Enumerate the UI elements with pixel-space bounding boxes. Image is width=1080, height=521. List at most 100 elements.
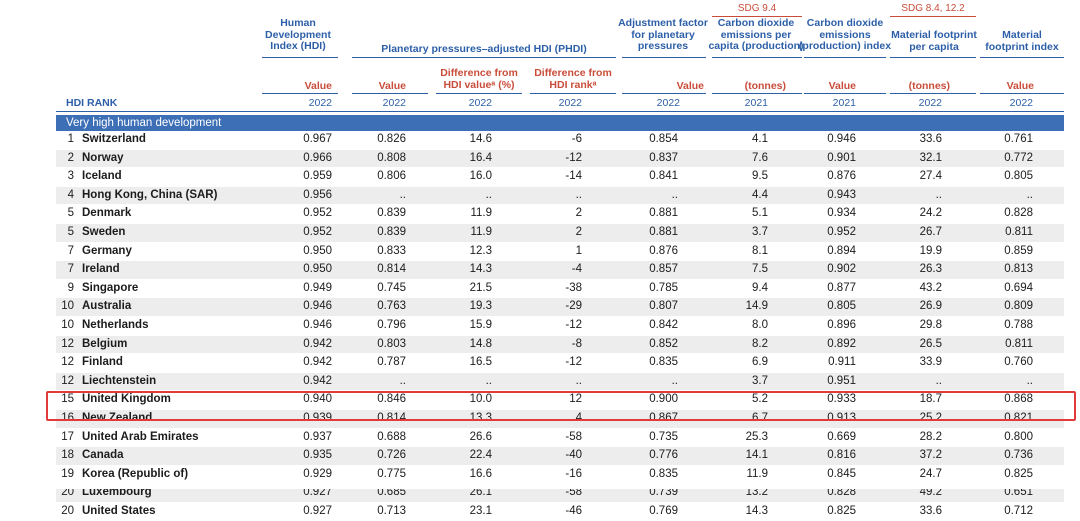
cell-matpc: 43.2: [919, 281, 942, 294]
cell-co2pc: 14.3: [745, 504, 768, 517]
cell-co2idx: 0.934: [827, 207, 856, 220]
cell-co2idx: 0.901: [827, 151, 856, 164]
cell-matidx: 0.868: [1004, 393, 1033, 406]
cell-co2idx: 0.894: [827, 244, 856, 257]
cell-matidx: 0.712: [1004, 504, 1033, 517]
cell-diff-pct: 16.4: [469, 151, 492, 164]
col-title-hdi: Human Development Index (HDI): [265, 17, 331, 52]
cell-adj: 0.835: [649, 356, 678, 369]
cell-phdi: 0.806: [377, 170, 406, 183]
cell-matpc: ..: [935, 374, 942, 387]
cell-co2idx: 0.825: [827, 504, 856, 517]
cell-co2idx: 0.913: [827, 411, 856, 424]
cell-co2pc: 4.1: [752, 133, 768, 145]
table-row: 7 Ireland 0.950 0.814 14.3 -4 0.857 7.5 0.902 26.…: [56, 261, 1064, 280]
cell-hdi: 0.942: [303, 337, 332, 350]
row-rank: 7: [67, 263, 74, 276]
row-rank: 9: [67, 281, 74, 294]
cell-diff-rank: 1: [575, 244, 582, 257]
sdg-underline-carbon: [712, 16, 802, 17]
row-rank: 3: [67, 170, 74, 183]
cell-adj: 0.842: [649, 318, 678, 331]
row-country: Singapore: [82, 281, 139, 294]
cell-phdi: 0.839: [377, 225, 406, 238]
row-country: Finland: [82, 356, 123, 369]
col-underline-co2idx: [804, 57, 886, 58]
cell-co2pc: 8.1: [752, 244, 768, 257]
cell-adj: ..: [671, 188, 678, 201]
cell-matpc: 18.7: [919, 393, 942, 406]
row-rank: 4: [67, 188, 74, 201]
cell-diff-rank: -14: [565, 170, 582, 183]
table-header: SDG 9.4 SDG 8.4, 12.2 Human Development …: [0, 0, 1080, 117]
cell-matidx: 0.825: [1004, 467, 1033, 480]
cell-co2idx: 0.892: [827, 337, 856, 350]
col-title-diff-pct: Difference from HDI valueᵃ (%): [440, 67, 518, 91]
sdg-underline-material: [890, 16, 976, 17]
cell-adj: 0.867: [649, 411, 678, 424]
unit-underline-diff-rank: [530, 93, 616, 94]
cell-diff-pct: 23.1: [469, 504, 492, 517]
page-cutoff: [0, 481, 1080, 489]
cell-hdi: 0.929: [303, 467, 332, 480]
row-rank: 12: [61, 356, 74, 369]
cell-phdi: 0.713: [377, 504, 406, 517]
cell-diff-pct: 10.0: [469, 393, 492, 406]
cell-matidx: 0.859: [1004, 244, 1033, 257]
cell-matidx: 0.821: [1004, 411, 1033, 424]
row-country: Korea (Republic of): [82, 467, 189, 480]
table-row: 15 United Kingdom 0.940 0.846 10.0 12 0.900 5.2…: [56, 391, 1064, 410]
cell-matpc: 25.2: [919, 411, 942, 424]
row-country: Sweden: [82, 225, 126, 238]
cell-phdi: ..: [399, 374, 406, 387]
cell-hdi: 0.942: [303, 374, 332, 387]
cell-co2pc: 7.5: [752, 263, 768, 276]
cell-co2idx: 0.952: [827, 225, 856, 238]
cell-phdi: ..: [399, 188, 406, 201]
cell-adj: 0.852: [649, 337, 678, 350]
cell-matidx: 0.694: [1004, 281, 1033, 294]
row-country: Ireland: [82, 263, 120, 276]
cell-matpc: 33.6: [919, 133, 942, 145]
row-rank: 2: [67, 151, 74, 164]
cell-matidx: 0.811: [1005, 225, 1033, 238]
unit-phdi: Value: [378, 80, 406, 92]
row-rank: 16: [61, 411, 74, 424]
row-rank: 17: [61, 430, 74, 443]
cell-hdi: 0.942: [303, 356, 332, 369]
cell-hdi: 0.946: [303, 318, 332, 331]
cell-co2idx: 0.845: [827, 467, 856, 480]
cell-co2pc: 9.5: [752, 170, 768, 183]
cell-adj: 0.881: [649, 225, 678, 238]
unit-matpc: (tonnes): [908, 80, 950, 92]
cell-phdi: 0.814: [377, 411, 406, 424]
table-row: 18 Canada 0.935 0.726 22.4 -40 0.776 14.1 0.816 3…: [56, 447, 1064, 466]
cell-matidx: 0.788: [1004, 318, 1033, 331]
cell-matpc: 37.2: [919, 449, 942, 462]
cell-adj: ..: [671, 374, 678, 387]
cell-co2pc: 6.9: [752, 356, 768, 369]
year-co2idx: 2021: [832, 97, 856, 109]
cell-co2idx: 0.951: [827, 374, 856, 387]
table-row: 3 Iceland 0.959 0.806 16.0 -14 0.841 9.5 0.876 27…: [56, 168, 1064, 187]
cell-hdi: 0.937: [303, 430, 332, 443]
table-body: 1 Switzerland 0.967 0.826 14.6 -6 0.854 4.1 0.94…: [56, 131, 1064, 521]
cell-diff-rank: 12: [569, 393, 582, 406]
cell-diff-pct: 21.5: [469, 281, 492, 294]
col-underline-phdi-group: [352, 57, 616, 58]
col-title-matpc: Material footprint per capita: [891, 29, 977, 53]
cell-matpc: 26.5: [919, 337, 942, 350]
cell-hdi: 0.950: [303, 263, 332, 276]
cell-diff-pct: 11.9: [470, 225, 492, 238]
cell-matidx: 0.813: [1004, 263, 1033, 276]
cell-diff-rank: -40: [565, 449, 582, 462]
cell-diff-pct: ..: [485, 188, 492, 201]
col-underline-co2pc: [712, 57, 802, 58]
cell-phdi: 0.745: [377, 281, 406, 294]
cell-phdi: 0.787: [377, 356, 406, 369]
unit-underline-diff-pct: [436, 93, 522, 94]
cell-co2pc: 3.7: [752, 374, 768, 387]
row-country: Australia: [82, 300, 132, 313]
sdg-label-material: SDG 8.4, 12.2: [901, 3, 965, 14]
row-rank: 19: [61, 467, 74, 480]
